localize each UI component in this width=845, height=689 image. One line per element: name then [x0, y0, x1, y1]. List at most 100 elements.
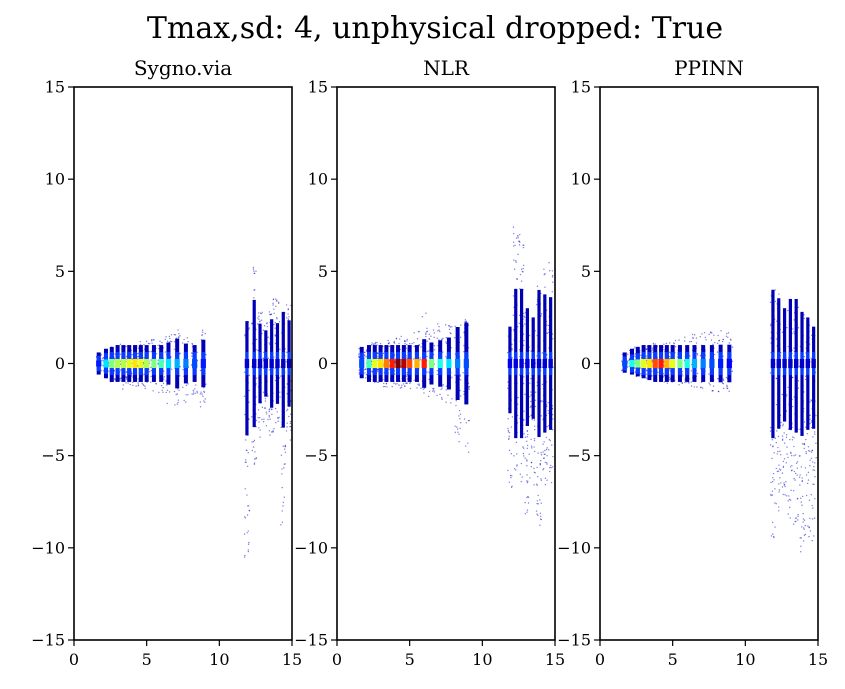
- data-point: [114, 353, 116, 355]
- data-point: [387, 342, 390, 345]
- data-point: [539, 512, 542, 515]
- data-point: [286, 422, 288, 424]
- data-point: [267, 336, 269, 339]
- data-point: [542, 443, 544, 445]
- data-point: [166, 340, 169, 342]
- data-point: [183, 399, 185, 402]
- data-point: [803, 391, 805, 393]
- data-point: [722, 379, 725, 382]
- data-point: [179, 335, 181, 337]
- data-point: [775, 441, 778, 444]
- data-point: [812, 461, 814, 463]
- y-tick-label: 0: [55, 354, 65, 373]
- data-point: [288, 316, 290, 318]
- data-point: [433, 349, 436, 351]
- data-point: [150, 339, 153, 341]
- data-point: [778, 506, 780, 508]
- data-point: [438, 339, 440, 341]
- data-point: [365, 377, 367, 379]
- data-point: [621, 369, 624, 371]
- data-point: [418, 384, 420, 387]
- data-point: [815, 442, 817, 444]
- data-point: [513, 455, 515, 457]
- data-point: [524, 512, 527, 515]
- data-point: [448, 328, 451, 331]
- data-column-body: [245, 321, 249, 436]
- data-point: [654, 343, 657, 345]
- data-point: [690, 385, 693, 387]
- data-point: [533, 437, 536, 440]
- data-point: [684, 336, 686, 338]
- data-point: [546, 463, 548, 465]
- data-column-core: [257, 358, 263, 369]
- data-column-core: [428, 358, 435, 369]
- data-column-core: [548, 358, 553, 369]
- data-column-core: [401, 358, 407, 369]
- data-point: [413, 342, 415, 344]
- data-point: [135, 385, 137, 387]
- data-point: [511, 485, 513, 487]
- data-point: [151, 340, 153, 342]
- data-point: [714, 341, 716, 344]
- data-column: [810, 326, 817, 542]
- data-column-core: [437, 358, 443, 369]
- data-point: [770, 323, 772, 325]
- data-point: [413, 345, 415, 348]
- data-point: [798, 476, 801, 478]
- data-point: [282, 505, 284, 507]
- data-point: [524, 393, 526, 395]
- data-point: [778, 489, 781, 491]
- data-point: [801, 477, 803, 479]
- data-point: [114, 378, 116, 380]
- y-tick-label: −10: [294, 538, 328, 557]
- data-point: [179, 375, 181, 377]
- data-point: [178, 333, 180, 335]
- data-point: [398, 338, 401, 340]
- data-point: [519, 233, 521, 236]
- data-point: [789, 499, 792, 501]
- data-point: [169, 340, 172, 343]
- data-point: [462, 372, 464, 374]
- data-point: [678, 384, 680, 386]
- data-point: [708, 373, 710, 375]
- data-point: [374, 381, 376, 384]
- data-point: [519, 473, 522, 475]
- data-point: [794, 472, 797, 475]
- data-point: [199, 406, 202, 408]
- data-point: [727, 336, 729, 338]
- data-point: [438, 329, 440, 331]
- data-point: [433, 332, 435, 334]
- data-point: [507, 417, 509, 420]
- data-point: [274, 407, 277, 410]
- y-tick-label: −5: [304, 446, 328, 465]
- data-point: [511, 357, 513, 359]
- data-point: [522, 264, 525, 266]
- data-point: [262, 391, 265, 394]
- data-point: [626, 353, 629, 356]
- data-point: [513, 233, 515, 235]
- data-column-core: [158, 358, 164, 369]
- data-point: [810, 421, 813, 423]
- data-point: [203, 400, 205, 402]
- data-point: [513, 467, 516, 470]
- data-point: [508, 437, 510, 440]
- data-point: [271, 413, 273, 416]
- data-point: [785, 433, 788, 436]
- data-point: [552, 338, 554, 340]
- data-point: [530, 391, 532, 393]
- data-point: [545, 436, 547, 439]
- data-point: [192, 393, 195, 395]
- data-point: [511, 475, 513, 477]
- data-point: [808, 499, 811, 501]
- data-point: [507, 429, 510, 432]
- data-point: [731, 360, 734, 363]
- data-point: [257, 409, 260, 411]
- data-point: [541, 383, 544, 386]
- data-point: [445, 336, 448, 339]
- data-point: [363, 368, 366, 371]
- data-point: [536, 303, 538, 306]
- data-point: [547, 331, 550, 334]
- data-column-core: [275, 358, 280, 369]
- data-point: [445, 401, 447, 403]
